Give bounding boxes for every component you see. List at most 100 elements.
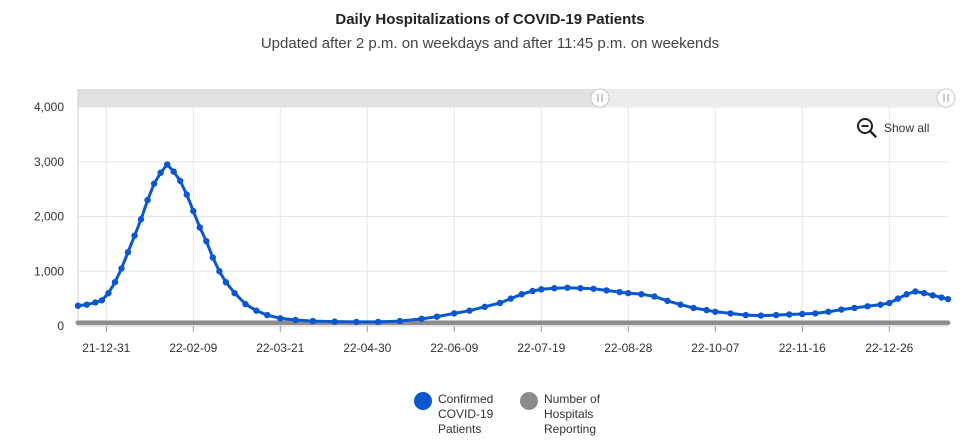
zoom-out-icon — [857, 118, 877, 138]
confirmed-point — [912, 288, 919, 295]
confirmed-point — [190, 207, 197, 215]
confirmed-point — [712, 308, 719, 315]
confirmed-point — [157, 169, 164, 176]
confirmed-point — [353, 318, 360, 326]
x-tick-label: 22-12-26 — [865, 341, 913, 355]
axes — [77, 89, 948, 327]
y-tick-label: 4,000 — [34, 100, 64, 114]
confirmed-point — [131, 232, 138, 239]
legend-item-confirmed[interactable]: Confirmed COVID-19 Patients — [414, 392, 518, 437]
confirmed-point — [277, 315, 284, 322]
confirmed-point — [216, 268, 223, 275]
confirmed-point — [590, 285, 597, 292]
confirmed-point — [292, 316, 299, 324]
confirmed-point — [466, 307, 473, 314]
confirmed-point — [105, 289, 112, 297]
y-tick-label: 2,000 — [34, 210, 64, 224]
confirmed-point — [150, 180, 158, 187]
x-tick-label: 22-03-21 — [256, 341, 304, 355]
confirmed-point — [242, 300, 249, 308]
confirmed-point — [396, 317, 404, 325]
x-tick-label: 22-11-16 — [779, 341, 826, 355]
confirmed-point — [98, 297, 106, 304]
confirmed-point — [938, 294, 945, 301]
range-slider[interactable] — [78, 88, 956, 108]
confirmed-point — [851, 304, 858, 312]
chart-title: Daily Hospitalizations of COVID-19 Patie… — [335, 11, 645, 28]
confirmed-point — [418, 315, 425, 323]
confirmed-point — [551, 285, 558, 292]
hospitals-point — [945, 320, 951, 326]
confirmed-point — [529, 287, 536, 295]
confirmed-point — [451, 310, 458, 317]
y-tick-label: 1,000 — [34, 264, 64, 278]
x-tick-label: 22-06-09 — [430, 341, 478, 355]
confirmed-point — [577, 285, 584, 292]
show-all-button[interactable]: Show all — [856, 117, 929, 139]
series-hospitals-reporting — [75, 320, 951, 326]
confirmed-point — [564, 284, 571, 291]
range-slider-end-handle[interactable] — [936, 88, 956, 108]
confirmed-point — [677, 301, 684, 308]
confirmed-point — [118, 265, 125, 272]
confirmed-point — [651, 293, 658, 300]
confirmed-point — [825, 308, 832, 315]
legend-label-confirmed: Confirmed COVID-19 Patients — [438, 392, 494, 436]
series-confirmed-patients — [74, 161, 952, 326]
confirmed-point — [838, 306, 845, 313]
confirmed-point — [757, 312, 765, 319]
confirmed-point — [538, 286, 545, 293]
confirmed-point — [886, 299, 893, 307]
confirmed-point — [864, 303, 871, 310]
legend-item-hospitals[interactable]: Number of Hospitals Reporting — [520, 392, 624, 437]
confirmed-point — [203, 237, 210, 245]
confirmed-point — [812, 310, 819, 317]
x-tick-label: 22-10-07 — [691, 341, 739, 355]
chart-subtitle: Updated after 2 p.m. on weekdays and aft… — [260, 35, 720, 52]
confirmed-point — [742, 311, 749, 319]
slider-handle-knob — [590, 88, 610, 108]
confirmed-point — [374, 318, 382, 326]
confirmed-point — [83, 301, 90, 308]
x-tick-label: 22-08-28 — [604, 341, 652, 355]
confirmed-point — [92, 299, 99, 306]
confirmed-point — [929, 292, 936, 299]
confirmed-point — [518, 291, 525, 298]
x-axis-ticks: 21-12-31 22-02-09 22-03-21 22-04-30 22-06-09… — [82, 326, 914, 355]
range-slider-start-handle[interactable] — [590, 88, 610, 108]
show-all-label: Show all — [884, 121, 930, 135]
confirmed-point — [664, 297, 671, 305]
legend-swatch-hospitals — [520, 392, 538, 410]
confirmed-point — [507, 295, 515, 302]
confirmed-point — [331, 318, 338, 325]
confirmed-point — [944, 295, 952, 303]
confirmed-point — [183, 191, 190, 198]
x-tick-label: 22-07-19 — [517, 341, 565, 355]
confirmed-point — [799, 310, 806, 318]
confirmed-point — [137, 216, 145, 223]
confirmed-point — [309, 317, 317, 325]
y-tick-label: 0 — [57, 319, 64, 333]
confirmed-point — [222, 279, 230, 286]
confirmed-point — [231, 289, 238, 297]
confirmed-point — [170, 168, 177, 175]
confirmed-point — [877, 301, 884, 308]
confirmed-point — [903, 291, 910, 298]
confirmed-point — [772, 311, 780, 319]
confirmed-point — [786, 311, 793, 318]
confirmed-point — [690, 304, 697, 312]
legend-label-hospitals: Number of Hospitals Reporting — [544, 392, 601, 436]
confirmed-point — [144, 196, 151, 204]
confirmed-point — [253, 307, 260, 314]
confirmed-point — [703, 306, 710, 314]
confirmed-point — [616, 288, 623, 296]
x-tick-label: 22-02-09 — [169, 341, 217, 355]
confirmed-point — [74, 302, 82, 309]
x-tick-label: 21-12-31 — [82, 341, 130, 355]
confirmed-point — [196, 224, 203, 231]
confirmed-point — [894, 295, 902, 302]
confirmed-point — [177, 177, 184, 185]
slider-handle-knob — [936, 88, 956, 108]
range-slider-selection[interactable] — [600, 89, 948, 107]
